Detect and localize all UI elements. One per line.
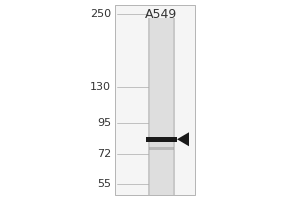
Bar [148, 18, 175, 195]
Bar [146, 137, 177, 142]
Text: 250: 250 [90, 9, 111, 19]
Bar [115, 5, 195, 195]
Text: 72: 72 [97, 149, 111, 159]
Bar [150, 18, 173, 195]
Text: 130: 130 [90, 82, 111, 92]
Text: 95: 95 [97, 118, 111, 128]
Polygon shape [177, 132, 189, 146]
Text: A549: A549 [146, 8, 178, 21]
Text: 55: 55 [97, 179, 111, 189]
Bar [149, 147, 174, 150]
